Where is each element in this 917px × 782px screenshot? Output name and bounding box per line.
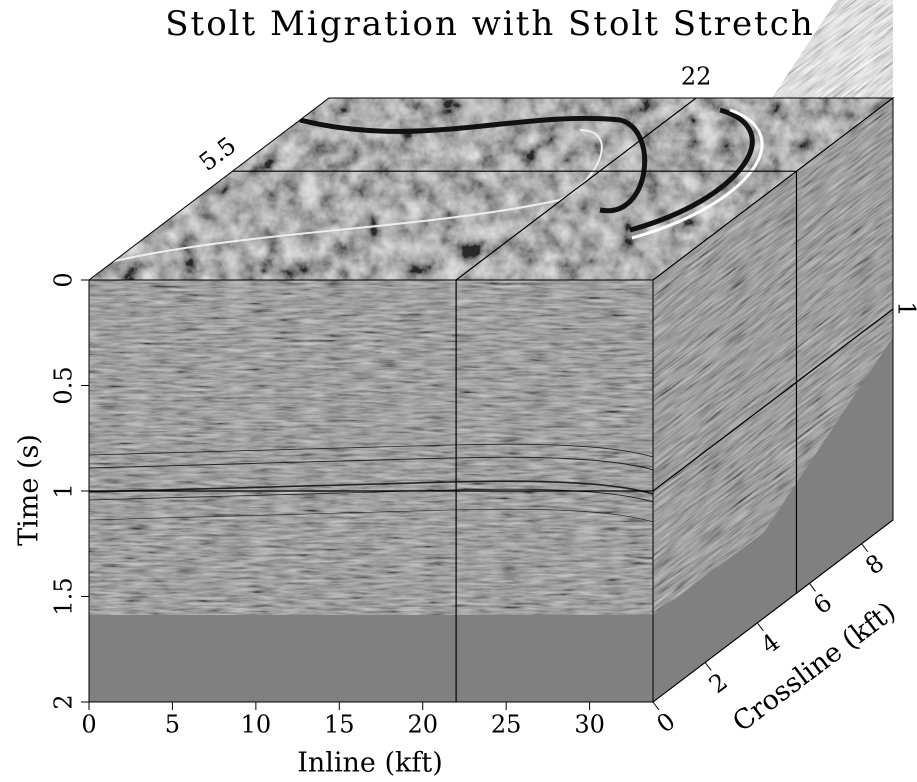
z-tick [809,583,816,592]
z-tick-label: 0 [652,707,681,739]
x-tick-label: 20 [407,711,438,739]
z-tick [652,701,660,711]
z-tick [704,662,712,671]
z-tick-label: 6 [808,588,837,620]
chart-title: Stolt Migration with Stolt Stretch [165,4,815,44]
slice-label: 22 [681,63,712,91]
reflector [89,480,653,495]
slice-label: 1 [893,301,917,316]
reflector [89,443,653,458]
x-tick-label: 10 [241,711,272,739]
reflector [109,129,603,263]
y-tick-label: 0 [50,272,78,287]
reflector [89,508,653,523]
z-tick [756,622,764,632]
reflector [89,456,653,471]
y-tick-label: 0.5 [50,366,78,404]
y-tick-label: 1.5 [50,577,78,615]
x-axis-label: Inline (kft) [297,748,443,779]
x-tick-label: 15 [324,711,355,739]
y-tick-label: 1 [50,483,78,498]
x-tick-label: 25 [491,711,522,739]
reflector [299,115,648,214]
z-tick-label: 2 [704,667,733,699]
cube-faces [87,0,895,704]
z-tick-label: 8 [860,549,889,581]
z-tick [861,543,869,553]
reflector [629,107,755,233]
slice-line [652,308,894,492]
y-tick-label: 2 [50,694,78,709]
x-tick-label: 30 [574,711,605,739]
x-tick-label: 5 [165,711,180,739]
slice-line [455,97,697,281]
z-tick-label: 4 [756,628,785,660]
z-axis-line [652,519,894,703]
y-axis-label: Time (s) [14,434,45,546]
x-tick-label: 0 [81,711,96,739]
